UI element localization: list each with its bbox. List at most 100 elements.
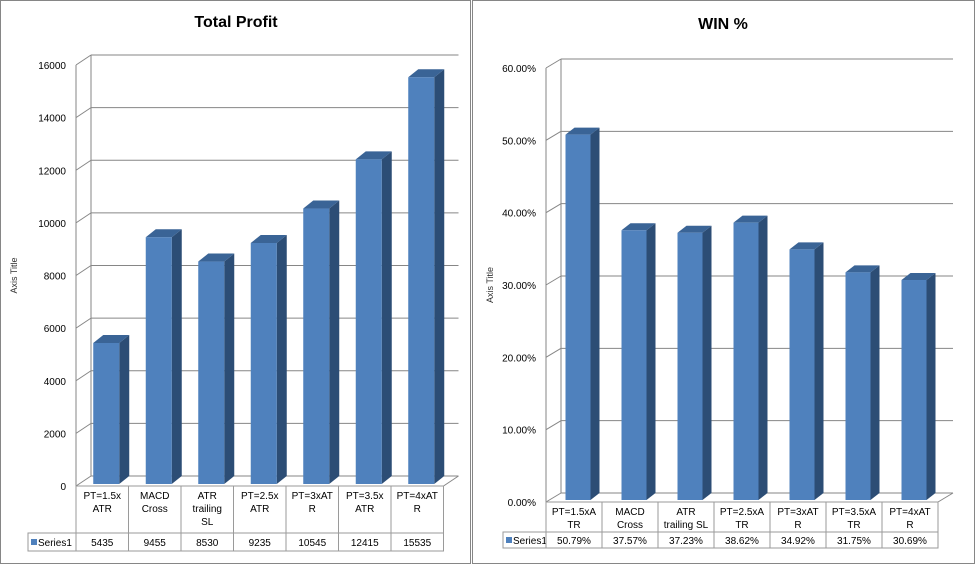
y-tick-label: 0	[60, 482, 66, 493]
bar-top	[198, 253, 235, 262]
category-label: TR	[847, 520, 860, 531]
data-label: 50.79%	[557, 536, 591, 547]
bar-side	[224, 253, 235, 484]
data-label: 9235	[249, 538, 272, 549]
category-label: R	[414, 504, 421, 515]
gridline-side	[75, 317, 92, 329]
bar-side	[434, 69, 445, 484]
chart-title: WIN %	[698, 16, 748, 33]
bar-top	[733, 215, 768, 223]
floor-left-edge	[75, 475, 92, 487]
category-label: ATR	[250, 504, 269, 515]
chart-win-pct: WIN % Axis Title 0.00% 10.00% 20.00% 30.00% 40…	[472, 0, 975, 564]
bar-side	[590, 127, 600, 500]
chart-total-profit: Total Profit Axis Title 0 2000 4000 6000 8000 1…	[0, 0, 471, 564]
data-label: 12415	[351, 538, 379, 549]
y-tick-label: 12000	[38, 166, 66, 177]
bar-top	[93, 334, 130, 343]
gridline-side	[545, 203, 562, 214]
category-label: PT=3.5xA	[832, 507, 877, 518]
category-label: SL	[201, 517, 214, 528]
data-label: 30.69%	[893, 536, 927, 547]
category-label: ATR	[93, 504, 112, 515]
floor-right-edge	[443, 475, 459, 487]
bar	[901, 280, 927, 500]
gridline-side	[75, 107, 92, 119]
data-label: 38.62%	[725, 536, 759, 547]
bar-side	[329, 200, 340, 485]
gridline-side	[545, 130, 562, 141]
bar-top	[303, 200, 340, 209]
y-tick-label: 50.00%	[502, 136, 536, 147]
y-tick-label: 0.00%	[508, 498, 536, 509]
data-table-values	[502, 531, 939, 549]
chart-title: Total Profit	[194, 14, 278, 31]
bar-side	[381, 151, 392, 484]
bar-top	[621, 223, 656, 231]
floor-left-edge	[545, 492, 562, 503]
y-tick-label: 2000	[44, 429, 67, 440]
y-tick-label: 6000	[44, 324, 67, 335]
bar	[408, 77, 435, 484]
category-label: ATR	[198, 491, 217, 502]
gridline-side	[545, 275, 562, 286]
gridline-side	[75, 370, 92, 382]
bar	[250, 243, 277, 484]
category-label: TR	[735, 520, 748, 531]
bar-side	[926, 273, 936, 500]
data-label: 34.92%	[781, 536, 815, 547]
bar-side	[758, 215, 768, 500]
bar-top	[565, 127, 600, 135]
y-tick-label: 20.00%	[502, 353, 536, 364]
bar-top	[250, 235, 287, 244]
category-label: PT=1.5x	[83, 491, 121, 502]
bar-side	[702, 225, 712, 500]
bar	[355, 159, 382, 484]
win-pct-svg: WIN % Axis Title 0.00% 10.00% 20.00% 30.00% 40…	[485, 16, 954, 549]
category-label: Cross	[142, 504, 168, 515]
category-label: trailing SL	[664, 520, 709, 531]
category-label: PT=2.5x	[241, 491, 279, 502]
bar	[789, 249, 815, 500]
y-tick-label: 60.00%	[502, 64, 536, 75]
category-label: R	[794, 520, 801, 531]
bar-side	[171, 229, 182, 484]
y-tick-label: 4000	[44, 377, 67, 388]
category-label: PT=4xAT	[889, 507, 930, 518]
bar-side	[119, 334, 130, 484]
category-label: TR	[567, 520, 580, 531]
gridline-side	[75, 159, 92, 171]
floor-right-edge	[937, 492, 954, 503]
y-tick-label: 8000	[44, 272, 67, 283]
bar-top	[901, 273, 936, 281]
data-label: 8530	[196, 538, 219, 549]
legend-key	[506, 537, 512, 543]
gridline-side	[545, 347, 562, 358]
y-tick-label: 14000	[38, 114, 66, 125]
category-label: R	[906, 520, 913, 531]
gridline-side	[545, 420, 562, 431]
category-label: PT=3.5x	[346, 491, 384, 502]
category-label: MACD	[615, 507, 644, 518]
bar	[677, 232, 703, 500]
data-table-values	[27, 532, 444, 552]
category-label: ATR	[676, 507, 695, 518]
data-label: 15535	[403, 538, 431, 549]
data-label: 37.23%	[669, 536, 703, 547]
category-label: MACD	[140, 491, 169, 502]
bar-top	[355, 151, 392, 160]
y-tick-label: 30.00%	[502, 281, 536, 292]
category-label: ATR	[355, 504, 374, 515]
category-label: trailing	[193, 504, 222, 515]
gridline-side	[75, 265, 92, 276]
category-label: PT=1.5xA	[552, 507, 597, 518]
gridline-side	[75, 422, 92, 434]
category-label: PT=3xAT	[292, 491, 333, 502]
bar	[145, 237, 172, 484]
category-label: R	[309, 504, 316, 515]
bar-side	[814, 242, 824, 501]
bar	[93, 342, 120, 484]
bar-top	[789, 242, 824, 250]
bar	[621, 230, 647, 501]
y-tick-label: 16000	[38, 61, 66, 72]
